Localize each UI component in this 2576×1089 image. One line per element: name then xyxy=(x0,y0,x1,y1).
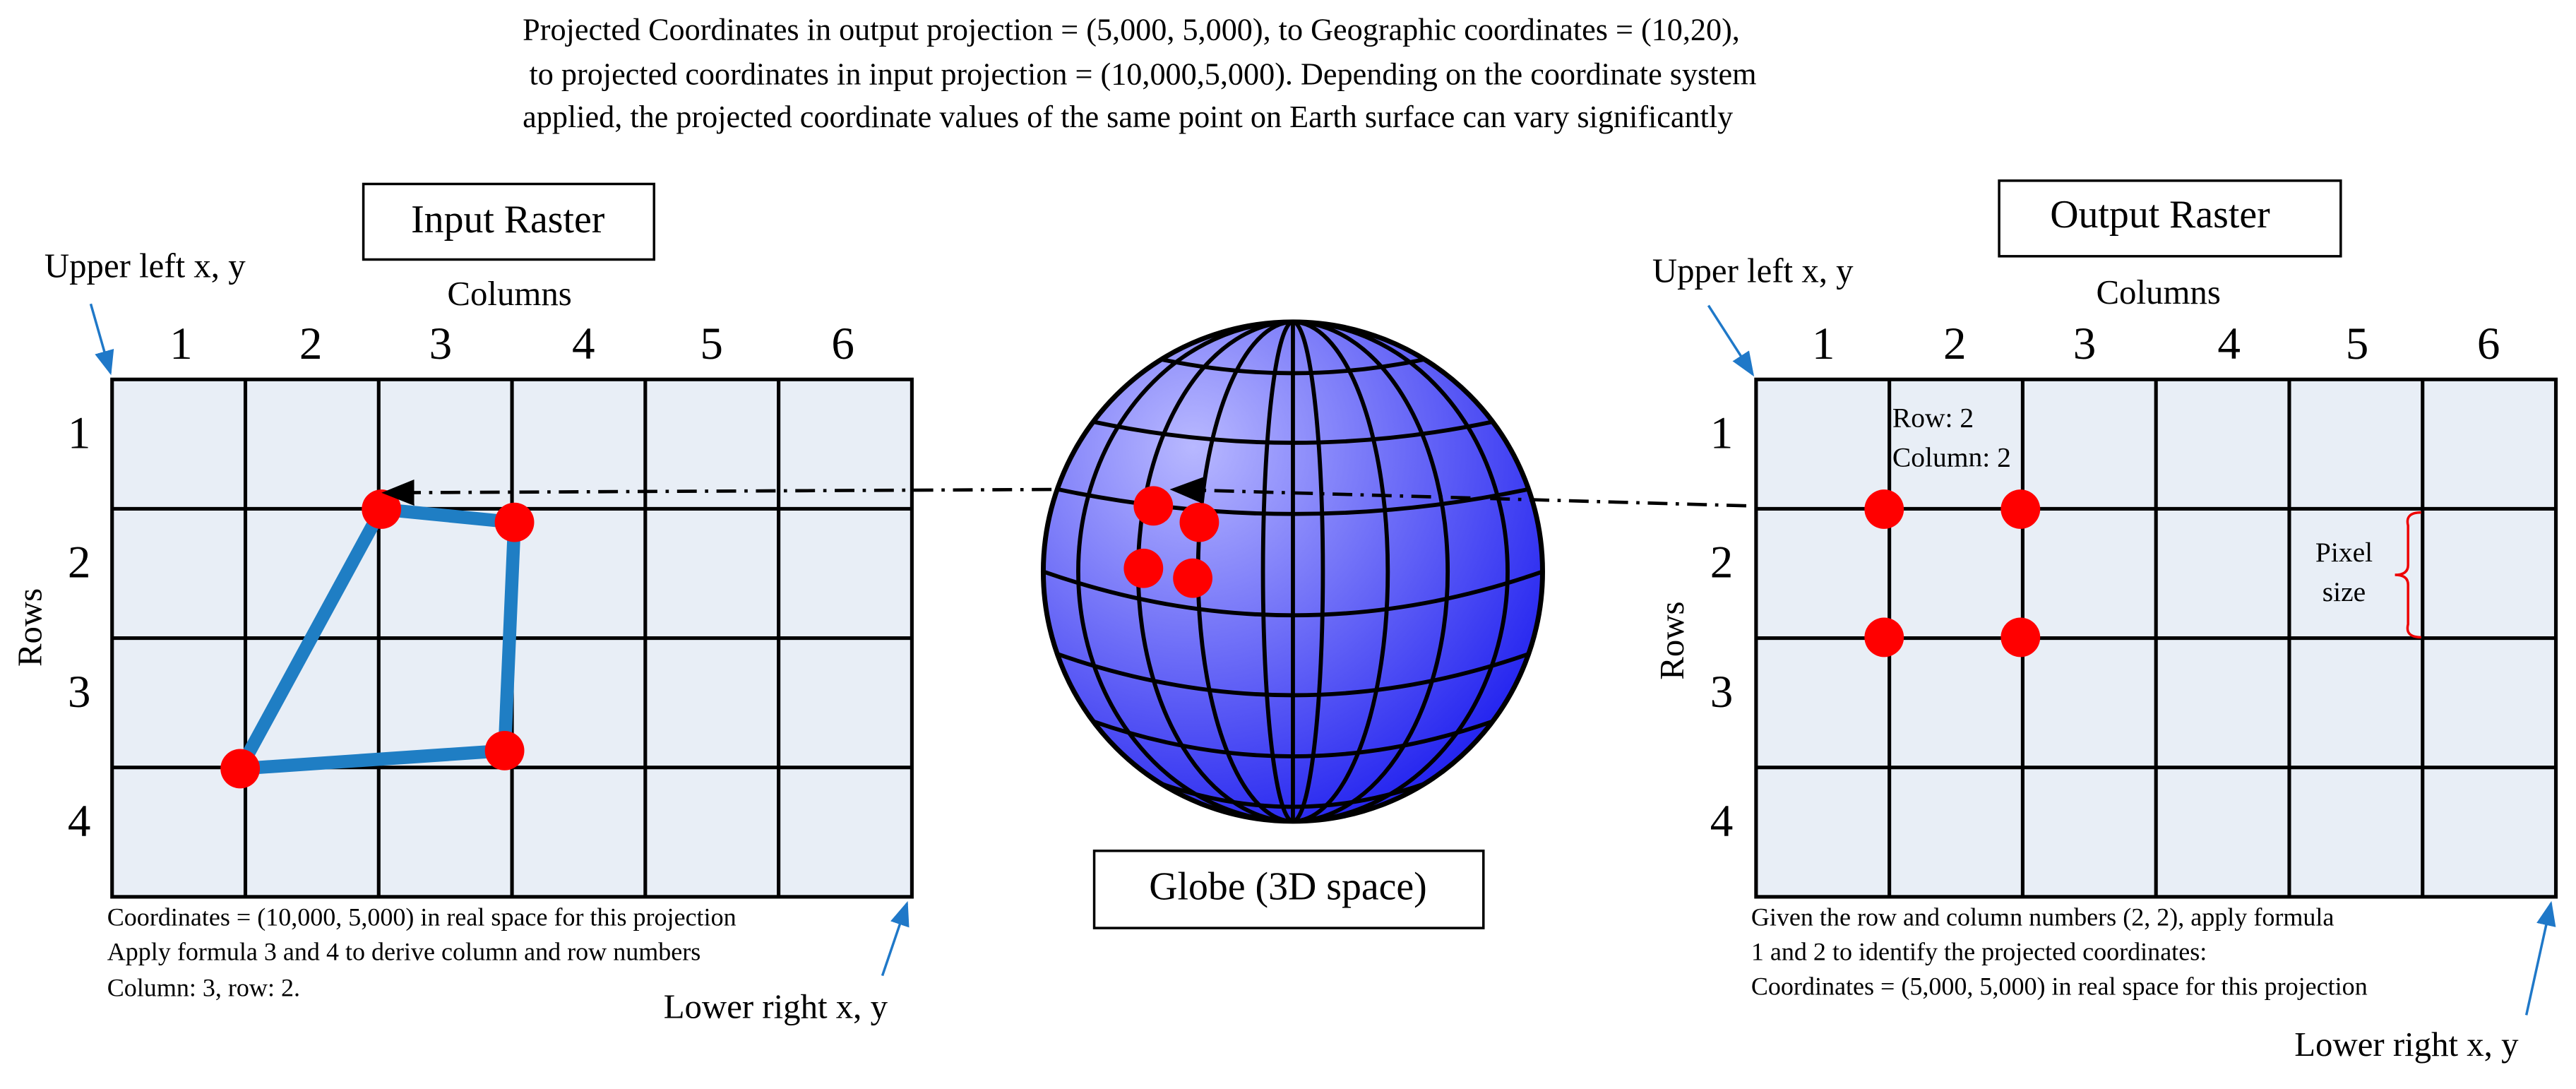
parallel xyxy=(1092,419,1493,445)
output-title: Output Raster xyxy=(2050,193,2270,237)
bracket xyxy=(2395,511,2421,639)
point xyxy=(1864,489,1904,529)
column-number: 5 xyxy=(2346,319,2369,369)
globe-points xyxy=(1123,486,1220,598)
row-number: 1 xyxy=(1710,407,1734,458)
lower-right: Lower right x, y xyxy=(2294,1025,2519,1064)
label-box xyxy=(1092,850,1485,929)
arrow xyxy=(881,900,910,977)
note: Column: 3, row: 2. xyxy=(107,974,300,1002)
arrow xyxy=(2524,900,2556,1016)
input-title: Input Raster xyxy=(411,198,605,242)
cell-label: Row: 2 xyxy=(1892,402,1974,433)
parallel xyxy=(1160,782,1426,809)
title-box xyxy=(362,182,655,261)
note: Coordinates = (5,000, 5,000) in real spa… xyxy=(1751,972,2368,1000)
point xyxy=(484,730,525,770)
row-number: 3 xyxy=(1710,667,1734,718)
point xyxy=(1864,617,1904,657)
row-number: 2 xyxy=(68,537,91,588)
note: Given the row and column numbers (2, 2),… xyxy=(1751,903,2334,932)
upper-left: Upper left x, y xyxy=(1652,251,1854,290)
point xyxy=(494,502,535,542)
note: 1 and 2 to identify the projected coordi… xyxy=(1751,938,2207,966)
columns-label: Columns xyxy=(447,274,571,313)
caption-line: to projected coordinates in input projec… xyxy=(529,56,1756,91)
parallel xyxy=(1043,569,1543,618)
point xyxy=(2000,617,2041,657)
arrow xyxy=(1169,477,1865,511)
rows-label: Rows xyxy=(1652,601,1691,679)
row-number: 3 xyxy=(68,667,91,718)
column-number: 4 xyxy=(572,319,595,369)
point xyxy=(220,749,261,789)
column-number: 3 xyxy=(429,319,453,369)
rows-label: Rows xyxy=(10,588,49,667)
pixel-size: Pixel xyxy=(2315,537,2373,568)
meridian xyxy=(1260,321,1325,821)
parallel xyxy=(1056,652,1530,698)
column-number: 3 xyxy=(2073,319,2097,369)
column-number: 5 xyxy=(700,319,723,369)
note: Coordinates = (10,000, 5,000) in real sp… xyxy=(107,903,737,932)
parallel xyxy=(1161,357,1425,376)
cell-label: Column: 2 xyxy=(1892,441,2011,472)
arrow xyxy=(89,303,114,376)
point xyxy=(1179,502,1220,542)
caption: Projected Coordinates in output projecti… xyxy=(523,13,1756,134)
lower-right: Lower right x, y xyxy=(664,987,888,1026)
globe-label: Globe (3D space) xyxy=(1149,864,1427,908)
column-number: 2 xyxy=(1943,319,1967,369)
row-number: 4 xyxy=(68,796,91,847)
points xyxy=(220,489,535,789)
meridian xyxy=(1076,321,1510,821)
caption-line: applied, the projected coordinate values… xyxy=(523,100,1733,134)
arrow xyxy=(381,479,1052,506)
point xyxy=(1173,558,1213,598)
column-number: 1 xyxy=(169,319,193,369)
points xyxy=(1864,489,2041,657)
column-number: 4 xyxy=(2217,319,2241,369)
point xyxy=(1123,548,1164,588)
point xyxy=(1133,486,1174,526)
arrow xyxy=(1707,304,1755,377)
row-number: 1 xyxy=(68,407,91,458)
parallel xyxy=(1092,719,1493,758)
column-number: 2 xyxy=(299,319,323,369)
row-number: 2 xyxy=(1710,537,1734,588)
upper-left: Upper left x, y xyxy=(44,246,246,285)
row-number: 4 xyxy=(1710,796,1734,847)
pixel-size: size xyxy=(2322,576,2366,607)
parallel xyxy=(1056,487,1530,516)
note: Apply formula 3 and 4 to derive column a… xyxy=(107,938,701,966)
column-number: 1 xyxy=(1812,319,1835,369)
caption-line: Projected Coordinates in output projecti… xyxy=(523,13,1740,47)
column-number: 6 xyxy=(2477,319,2500,369)
point xyxy=(362,489,402,529)
columns-label: Columns xyxy=(2096,273,2220,311)
column-number: 6 xyxy=(831,319,854,369)
title-box xyxy=(1998,179,2342,258)
point xyxy=(2000,489,2041,529)
